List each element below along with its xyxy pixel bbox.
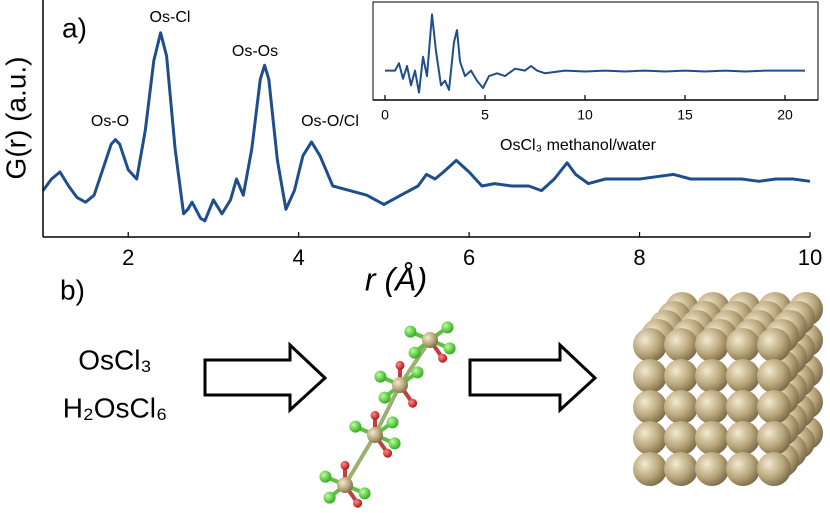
atom [633,359,667,393]
atom [633,421,667,455]
atom [726,328,760,362]
x-tick-label: 0 [381,107,389,123]
atom [726,421,760,455]
atom [388,437,401,450]
atom [695,421,729,455]
x-tick-label: 5 [481,107,489,123]
atom [438,353,448,363]
atom [664,328,698,362]
y-axis-label: G(r) (a.u.) [0,57,31,180]
atom [664,421,698,455]
inset-caption: OsCl₃ methanol/water [500,137,657,154]
inset-frame [372,1,819,101]
annotation: Os-Os [232,43,278,60]
atom [664,359,698,393]
data-line [41,31,811,223]
atom [757,359,791,393]
atom [695,452,729,486]
panel-label: a) [62,12,87,43]
annotation: Os-O [91,113,129,130]
atom [395,360,405,370]
atom [726,359,760,393]
atom [695,390,729,424]
atom [374,370,387,383]
x-tick-label: 8 [633,245,645,270]
atom [443,342,456,355]
atom [695,359,729,393]
atom [337,477,353,493]
annotation: Os-O/Cl [301,113,359,130]
molecule [319,321,456,508]
data-line [385,13,805,94]
precursor: OsCl₃ [78,344,152,375]
x-tick-label: 4 [293,245,305,270]
atom [386,416,399,429]
atom [695,328,729,362]
atom [392,377,408,393]
atom [370,410,380,420]
atom [664,452,698,486]
x-tick-label: 2 [122,245,134,270]
atom [664,390,698,424]
bond [343,433,377,487]
atom [757,328,791,362]
arrow [203,341,328,414]
atom [408,398,418,408]
atom [340,460,350,470]
panel-label: b) [60,274,85,305]
x-tick-label: 15 [677,107,693,123]
atom [422,332,438,348]
atom [633,390,667,424]
atom [323,491,336,504]
atom [411,366,424,379]
x-tick-label: 10 [577,107,593,123]
atom [441,321,454,334]
atom [404,325,417,338]
atom [757,452,791,486]
precursor: H₂OsCl₆ [63,392,168,423]
atom [378,391,391,404]
x-tick-label: 6 [463,245,475,270]
atom [319,470,332,483]
atom [349,420,362,433]
bond [373,384,402,436]
atom [358,487,371,500]
x-tick-label: 20 [777,107,793,123]
atom [633,328,667,362]
bond [398,338,432,387]
atom [726,452,760,486]
atom [408,346,421,359]
x-axis-label: r (Å) [365,261,427,297]
atom [726,390,760,424]
atom [367,427,383,443]
atom [757,390,791,424]
scheme: b) OsCl₃ H₂OsCl₆ [60,274,823,508]
atom [383,448,393,458]
atom [757,421,791,455]
inset-chart: 0 5 10 15 20 OsCl₃ methanol/water [372,1,819,154]
atom [353,498,363,508]
main-chart: 2 4 6 8 10 a) r (Å) G(r) (a.u.) Os-O Os-Cl Os-Os Os… [0,0,822,297]
annotation: Os-Cl [150,9,191,26]
arrow [468,341,598,414]
nanoparticle [633,292,823,486]
atom [633,452,667,486]
x-tick-label: 10 [798,245,822,270]
